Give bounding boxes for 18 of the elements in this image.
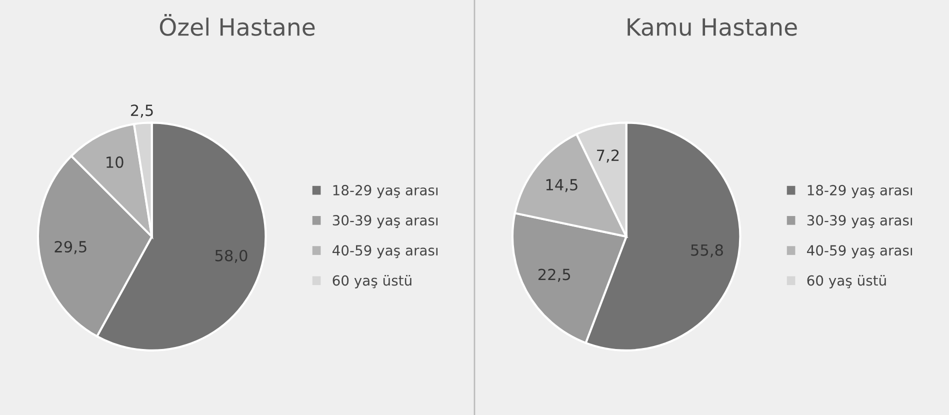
data-label: 14,5 [546, 179, 578, 192]
data-label: 55,8 [691, 244, 723, 258]
data-label: 29,5 [54, 240, 86, 254]
legend-label: 40-59 yaş arası [332, 245, 438, 258]
data-label: 7,2 [597, 150, 619, 163]
data-label: 10 [106, 156, 124, 168]
legend-label: 30-39 yaş arası [332, 215, 438, 228]
chart-title: Kamu Hastane [628, 18, 797, 36]
legend-label: 60 yaş üstü [807, 275, 886, 288]
chart-title: Özel Hastane [160, 14, 315, 36]
legend-label: 30-39 yaş arası [807, 215, 912, 228]
legend-label: 60 yaş üstü [332, 275, 412, 288]
data-label: 2,5 [130, 104, 153, 118]
data-label: 22,5 [538, 268, 570, 282]
legend-label: 18-29 yaş arası [333, 184, 438, 198]
legend-label: 18-29 yaş arası [808, 184, 912, 198]
legend-label: 40-59 yaş arası [807, 245, 912, 258]
data-label: 58,0 [215, 250, 248, 263]
